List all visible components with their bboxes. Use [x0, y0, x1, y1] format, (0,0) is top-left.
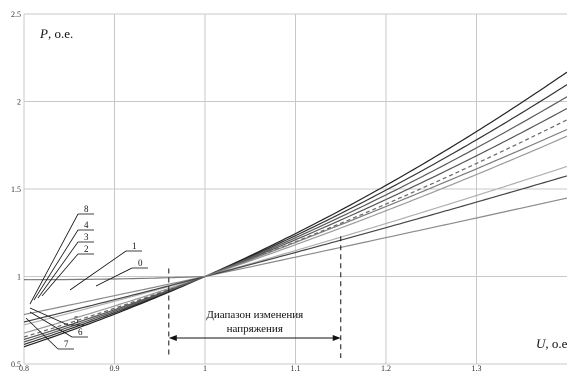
range-arrow-head-right — [332, 335, 341, 341]
y-tick-label: 0.5 — [11, 360, 21, 369]
x-tick-label: 0.8 — [19, 364, 29, 371]
y-axis-label: P, о.е. — [39, 26, 73, 41]
series-line-4 — [23, 107, 567, 341]
leader-line-0 — [95, 267, 133, 287]
leader-line-7 — [25, 317, 59, 350]
series-line-bowed — [23, 128, 567, 281]
curve-label-1: 1 — [132, 241, 137, 251]
range-arrow-head-left — [168, 335, 177, 341]
curve-label-2: 2 — [84, 244, 89, 254]
tick-labels: 0.8 0.9 1 1.1 1.2 1.3 0.5 1 1.5 2 2.5 — [11, 10, 482, 371]
series-line-8 — [23, 96, 567, 343]
leader-line-4 — [33, 229, 79, 301]
curve-labels: 8 4 3 2 10 5 67 — [25, 204, 148, 350]
leader-line-5 — [29, 307, 69, 326]
curves — [23, 71, 567, 348]
curve-label-8: 8 — [84, 204, 89, 214]
series-line-0 — [23, 165, 567, 326]
leader-line-8 — [29, 213, 79, 305]
curve-label-3: 3 — [84, 232, 89, 242]
series-line-5 — [23, 84, 567, 345]
series-line-7 — [23, 71, 567, 348]
leader-line-3 — [37, 241, 79, 299]
x-tick-label: 1.1 — [291, 364, 301, 371]
leader-line-2 — [41, 253, 79, 297]
curve-label-4: 4 — [84, 220, 89, 230]
y-tick-label: 1.5 — [11, 185, 21, 194]
range-label-line2: напряжения — [227, 323, 283, 335]
leader-line-1 — [69, 250, 127, 291]
y-tick-label: 2.5 — [11, 10, 21, 19]
x-tick-label: 1.3 — [472, 364, 482, 371]
curve-label-7: 7 — [64, 339, 69, 349]
range-label-line1: Диапазон изменения — [206, 309, 303, 321]
x-tick-label: 0.9 — [110, 364, 120, 371]
series-line-6 — [23, 175, 567, 323]
voltage-range-annotation: Диапазон изменения напряжения — [168, 236, 342, 358]
curve-label-0: 0 — [138, 258, 143, 268]
x-axis-label: U, о.е. — [536, 336, 567, 351]
x-tick-label: 1 — [203, 364, 207, 371]
x-tick-label: 1.2 — [381, 364, 391, 371]
curve-label-6: 6 — [78, 327, 83, 337]
curve-label-5: 5 — [74, 315, 79, 325]
series-line-3 — [23, 135, 567, 334]
y-tick-label: 1 — [17, 273, 21, 282]
y-tick-label: 2 — [17, 98, 21, 107]
grid — [23, 13, 567, 365]
leader-line-6 — [29, 311, 73, 338]
series-line-1 — [23, 197, 567, 316]
